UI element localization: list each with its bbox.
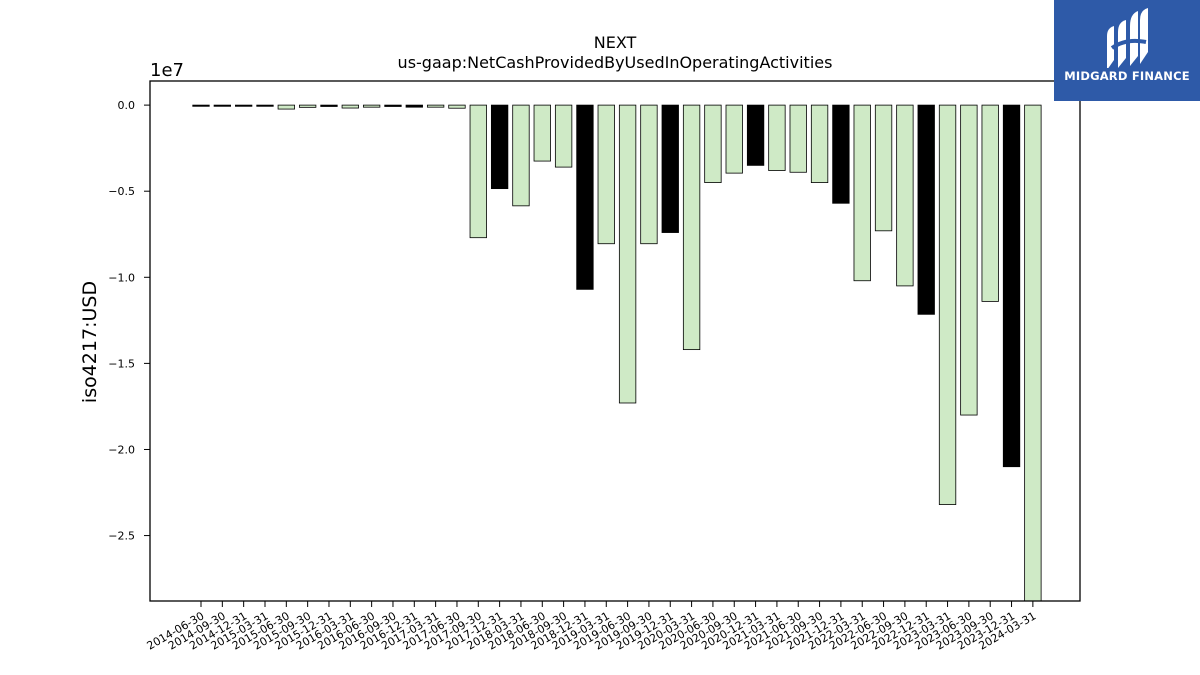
bar-2019-09-30 [640,104,658,245]
y-tick-label: −2.0 [108,443,135,456]
bar-2014-06-30 [192,104,210,107]
logo-mark-icon [1107,8,1148,68]
bar-2021-06-30 [789,104,807,173]
bar-2020-09-30 [725,104,743,174]
bar-2019-06-30 [618,104,637,404]
bar-2016-12-31 [405,104,423,108]
bar-2019-03-31 [597,104,615,245]
bar-2020-06-30 [704,104,722,183]
bars-layer [192,104,1042,602]
y-ticks: 0.0 −0.5 −1.0 −1.5 −2.0 −2.5 [108,99,150,543]
bar-2018-03-31 [512,104,530,207]
y-offset-text: 1e7 [150,60,184,81]
bar-2017-06-30 [448,104,466,109]
bar-2018-12-31 [576,104,594,290]
bar-2022-06-30 [874,104,893,232]
y-tick-label: −1.0 [108,271,135,284]
bar-2022-09-30 [896,104,914,287]
bar-2015-03-31 [256,104,274,107]
bar-2017-12-31 [490,104,509,190]
bar-2014-09-30 [213,104,231,107]
bar-2022-03-31 [853,104,871,282]
company-logo: MIDGARD FINANCE [1054,0,1200,101]
bar-2018-06-30 [533,104,551,162]
bar-2019-12-31 [661,104,679,233]
bar-2015-09-30 [298,104,317,108]
bar-2016-06-30 [362,104,381,108]
y-tick-label: −0.5 [108,185,135,198]
bar-2023-09-30 [981,104,999,302]
bar-2014-12-31 [235,104,253,107]
bar-2020-03-31 [682,104,701,351]
logo-text: MIDGARD FINANCE [1064,69,1190,83]
bar-2021-09-30 [810,104,829,183]
bar-2016-09-30 [384,104,402,107]
bar-2015-06-30 [277,104,295,110]
chart-subtitle: us-gaap:NetCashProvidedByUsedInOperating… [398,53,833,72]
bar-2023-06-30 [960,104,978,416]
y-tick-label: 0.0 [118,99,136,112]
chart-title: NEXT [594,33,637,52]
bar-2016-03-31 [341,104,359,109]
bar-2017-03-31 [426,104,445,108]
bar-2018-09-30 [554,104,573,168]
bar-2020-12-31 [746,104,765,166]
bar-2017-09-30 [469,104,487,239]
x-ticks: 2014-06-302014-09-302014-12-312015-03-31… [145,601,1038,653]
bar-2023-12-31 [1002,104,1021,468]
bar-2021-12-31 [832,104,850,204]
bar-2023-03-31 [938,104,957,505]
bar-2024-03-31 [1024,104,1042,602]
bar-2015-12-31 [320,104,338,107]
bar-2022-12-31 [917,104,935,315]
plot-frame [149,80,1081,602]
y-tick-label: −2.5 [108,530,135,543]
y-tick-label: −1.5 [108,357,135,370]
bar-2021-03-31 [768,104,786,171]
y-axis-label: iso4217:USD [79,281,101,403]
